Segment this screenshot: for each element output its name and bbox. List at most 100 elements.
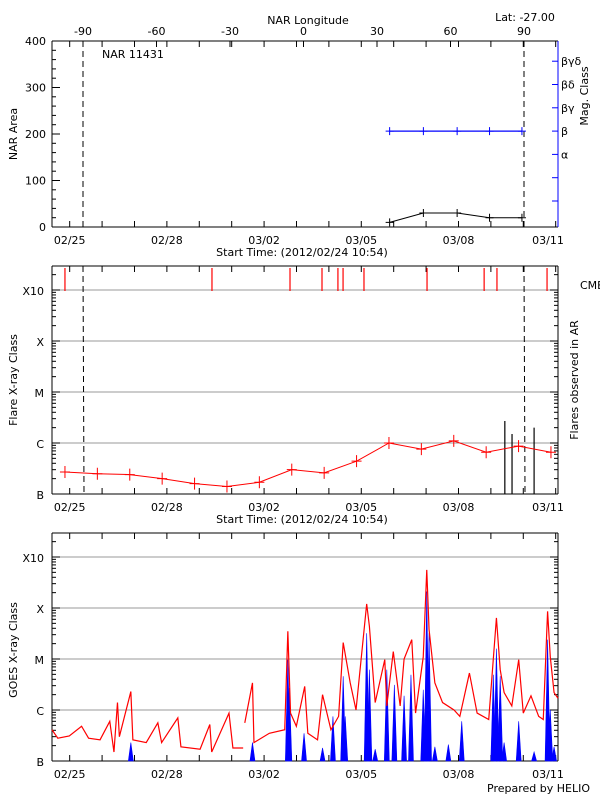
area-y-tick-label: 200	[25, 128, 46, 141]
flare-class-point	[254, 476, 265, 489]
flare-panel-x-tick-label: 03/02	[248, 501, 280, 514]
mag-class-tick-label: α	[561, 148, 568, 161]
flares-observed-label: Flares observed in AR	[568, 320, 581, 440]
chart-title: NAR 11431	[102, 48, 164, 61]
goes-panel-x-tick-label: 03/08	[443, 768, 475, 781]
flare-panel-x-tick-label: 02/28	[151, 501, 183, 514]
flare-y-label: Flare X-ray Class	[7, 334, 20, 426]
flare-panel-x-tick-label: 02/25	[54, 501, 86, 514]
goes-short-channel-spike	[445, 744, 452, 762]
area-panel-x-tick-label: 02/28	[151, 234, 183, 247]
goes-short-channel-spike	[408, 674, 414, 762]
area-panel-x-tick-label: 03/02	[248, 234, 280, 247]
goes-panel-x-tick-label: 03/11	[532, 768, 564, 781]
goes-panel-y-tick-label: C	[36, 705, 44, 718]
area-y-tick-label: 300	[25, 82, 46, 95]
goes-short-channel-spike	[458, 721, 465, 762]
area-panel-x-tick-label: 02/25	[54, 234, 86, 247]
flare-class-line	[64, 440, 552, 488]
top-axis-label: NAR Longitude	[267, 14, 349, 27]
flare-panel-x-tick-label: 03/05	[345, 501, 377, 514]
flare-class-point	[319, 466, 330, 479]
flare-panel-y-tick-label: X10	[22, 285, 44, 298]
flare-class-point	[448, 434, 459, 447]
goes-short-channel-spike	[391, 684, 398, 762]
latitude-label: Lat: -27.00	[495, 11, 555, 24]
area-point	[385, 218, 394, 227]
area-y-tick-label: 400	[25, 35, 46, 48]
goes-short-channel-spike	[301, 733, 307, 762]
goes-short-channel-spike	[401, 695, 407, 762]
goes-short-channel-spike	[493, 648, 500, 762]
mag-class-tick-label: βδ	[561, 79, 575, 92]
goes-short-channel-spike	[286, 687, 293, 762]
mag-class-point	[485, 127, 494, 136]
mag-class-axis-label: Mag. Class	[578, 66, 591, 125]
area-panel-x-tick-label: 03/08	[443, 234, 475, 247]
goes-short-channel-spike	[366, 669, 373, 762]
area-point	[485, 213, 494, 222]
area-point	[419, 209, 428, 218]
goes-short-channel-spike	[127, 742, 134, 762]
area-y-tick-label: 100	[25, 175, 46, 188]
goes-short-channel-spike	[515, 721, 522, 762]
cme-label: CMEs	[580, 279, 600, 292]
flare-class-point	[92, 467, 103, 480]
mag-class-tick-label: β	[561, 125, 568, 138]
area-point	[517, 213, 526, 222]
goes-short-channel-spike	[372, 749, 379, 762]
mag-class-point	[517, 127, 526, 136]
mag-class-tick-label: βγ	[561, 102, 575, 115]
flare-class-point	[416, 443, 427, 456]
area-panel-x-tick-label: 03/05	[345, 234, 377, 247]
goes-short-channel-spike	[426, 633, 432, 762]
flare-class-point	[189, 477, 200, 490]
flare-class-point	[157, 472, 168, 485]
area-line	[389, 212, 522, 223]
longitude-tick-label: 0	[300, 25, 307, 38]
goes-panel-y-tick-label: M	[35, 654, 45, 667]
goes-short-channel-spike	[342, 716, 349, 762]
goes-short-channel-spike	[383, 669, 390, 762]
goes-short-channel-spike	[319, 747, 326, 762]
goes-long-channel-line	[51, 691, 244, 753]
longitude-tick-label: -90	[74, 25, 92, 38]
longitude-tick-label: 90	[517, 25, 531, 38]
goes-panel-x-tick-label: 02/28	[151, 768, 183, 781]
mag-class-point	[453, 127, 462, 136]
flare-panel-y-tick-label: X	[36, 336, 44, 349]
flare-panel-y-tick-label: M	[35, 387, 45, 400]
flare-class-point	[351, 455, 362, 468]
flare-class-point	[481, 446, 492, 459]
goes-short-channel-spike	[432, 746, 438, 762]
goes-short-channel-spike	[501, 742, 507, 762]
flare-class-point	[513, 440, 524, 453]
area-point	[453, 209, 462, 218]
flare-class-point	[383, 437, 394, 449]
flare-class-point	[545, 446, 556, 459]
goes-y-label: GOES X-ray Class	[7, 602, 20, 698]
longitude-tick-label: 30	[370, 25, 384, 38]
goes-panel-x-tick-label: 03/05	[345, 768, 377, 781]
goes-short-channel-spike	[531, 750, 537, 762]
limb-dashed-line	[82, 265, 85, 495]
area-y-label: NAR Area	[7, 108, 20, 160]
goes-short-channel-spike	[330, 716, 336, 762]
area-panel-x-tick-label: 03/11	[532, 234, 564, 247]
flare-panel-x-tick-label: 03/08	[443, 501, 475, 514]
goes-panel-y-tick-label: X	[36, 603, 44, 616]
goes-panel-y-tick-label: B	[36, 756, 44, 769]
area-x-label: Start Time: (2012/02/24 10:54)	[216, 246, 388, 259]
goes-panel-x-tick-label: 02/25	[54, 768, 86, 781]
limb-dashed-line	[523, 265, 526, 495]
goes-short-channel-spike	[497, 676, 504, 762]
longitude-tick-label: 60	[444, 25, 458, 38]
flare-class-point	[221, 480, 232, 493]
area-y-tick-label: 0	[39, 221, 46, 234]
mag-class-tick-label: βγδ	[561, 55, 582, 68]
flare-class-point	[124, 468, 135, 481]
flare-x-label: Start Time: (2012/02/24 10:54)	[216, 513, 388, 526]
flare-class-point	[286, 463, 297, 476]
flare-class-point	[59, 466, 70, 478]
